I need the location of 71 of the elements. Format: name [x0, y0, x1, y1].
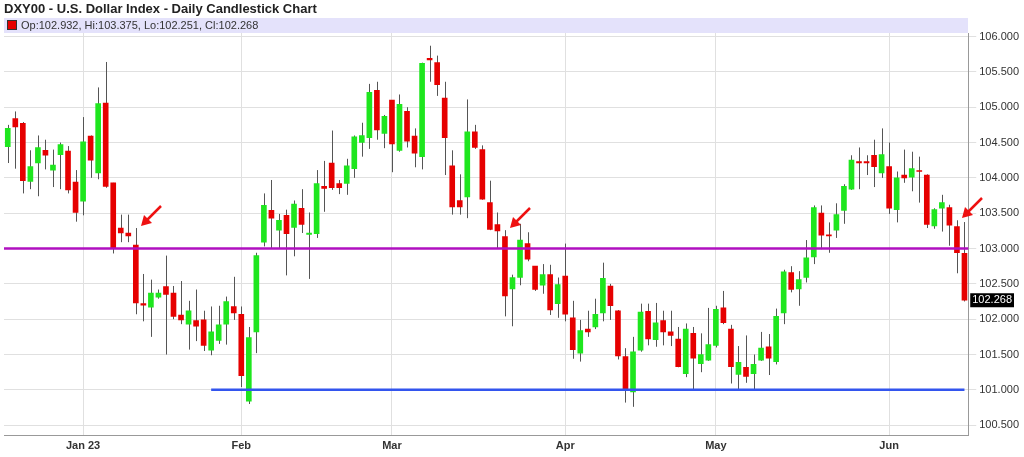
candlestick	[539, 263, 546, 295]
candlestick	[381, 114, 388, 149]
candlestick	[795, 270, 802, 307]
y-tick-label: 102.500	[979, 276, 1019, 289]
y-tick-label: 100.500	[979, 418, 1019, 431]
candlestick	[946, 204, 953, 247]
y-tick-label: 101.500	[979, 347, 1019, 360]
candlestick	[291, 199, 297, 257]
candlestick	[163, 255, 169, 356]
candlestick	[434, 55, 440, 97]
candlestick	[916, 156, 923, 204]
text: Op:102.932, Hi:103.375, Lo:102.251, Cl:102.268	[21, 19, 259, 31]
annotation: 102.268	[972, 293, 1012, 306]
candlestick	[803, 239, 810, 283]
x-tick-label: Mar	[382, 439, 403, 452]
candlestick	[697, 332, 704, 373]
y-tick-label: 106.000	[979, 29, 1019, 42]
candlestick	[4, 124, 11, 164]
candlestick	[705, 307, 712, 362]
candlestick	[471, 124, 478, 150]
candlestick	[117, 214, 124, 243]
candlestick	[223, 296, 230, 346]
x-tick-label: Jun	[879, 439, 900, 452]
candlestick	[57, 142, 64, 190]
candlestick	[584, 310, 591, 338]
candlestick	[35, 134, 41, 197]
candlestick	[743, 334, 749, 384]
y-tick-label: 103.000	[979, 241, 1019, 254]
candlestick	[826, 221, 832, 254]
candlestick	[939, 194, 945, 233]
candlestick	[193, 289, 199, 342]
candlestick	[667, 310, 674, 347]
candlestick	[306, 211, 312, 280]
x-tick-label: Feb	[231, 439, 252, 452]
candlestick	[358, 122, 365, 158]
candlestick	[230, 276, 237, 321]
candlestick	[148, 279, 154, 338]
candlestick	[27, 149, 34, 190]
candlestick	[215, 305, 222, 345]
candlestick	[856, 146, 862, 190]
y-tick-label: 102.000	[979, 312, 1019, 325]
candlestick	[758, 331, 764, 362]
candlestick	[901, 149, 908, 184]
candlestick	[532, 265, 538, 292]
chart-title: DXY00 - U.S. Dollar Index - Daily Candlestick Chart	[4, 1, 317, 16]
x-tick-label: Jan 23	[65, 439, 101, 452]
x-tick-label: Apr	[555, 439, 576, 452]
candlestick	[12, 110, 19, 170]
candlestick	[788, 265, 795, 293]
candlestick	[42, 139, 49, 170]
y-tick-label: 105.000	[979, 100, 1019, 113]
candlestick	[577, 319, 584, 363]
y-tick-label: 101.000	[979, 382, 1019, 395]
y-tick-label: 104.500	[979, 135, 1019, 148]
candlestick	[208, 305, 214, 356]
candlestick	[554, 277, 561, 319]
candlestick	[652, 302, 659, 348]
y-tick-label: 103.500	[979, 206, 1019, 219]
candlestick	[456, 173, 463, 216]
candlestick	[871, 139, 877, 188]
candlestick	[125, 214, 132, 243]
x-tick-label: May	[705, 439, 728, 452]
candlestick	[178, 280, 184, 325]
candlestick	[735, 345, 742, 390]
candlestick	[660, 310, 666, 346]
candlestick	[50, 149, 56, 188]
y-tick-label: 105.500	[979, 64, 1019, 77]
candlestick	[908, 151, 915, 192]
y-tick-label: 104.000	[979, 170, 1019, 183]
candlestick	[276, 213, 282, 250]
candlestick	[321, 160, 327, 213]
